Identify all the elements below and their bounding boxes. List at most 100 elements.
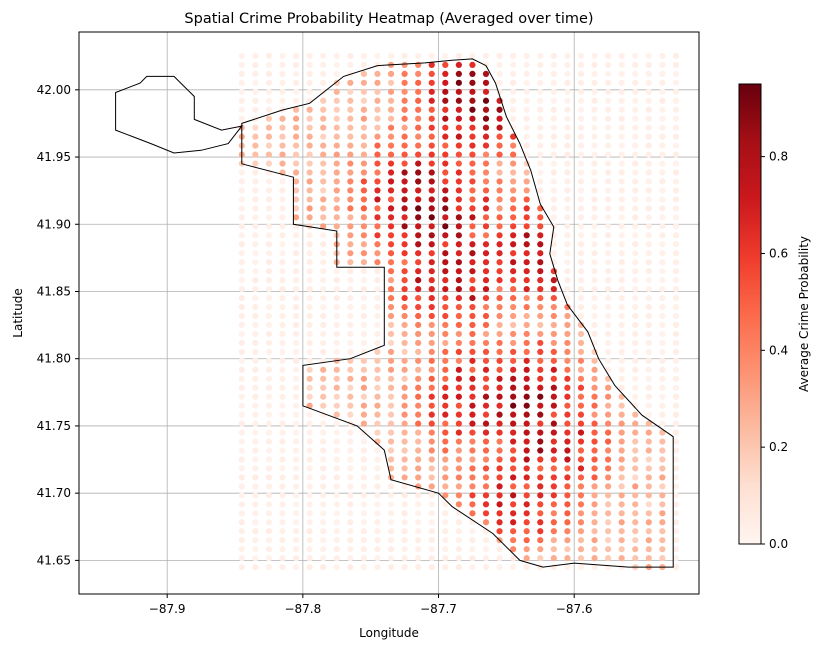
heatmap-point bbox=[496, 250, 503, 257]
heatmap-point bbox=[401, 456, 408, 463]
heatmap-point bbox=[523, 339, 530, 347]
heatmap-point bbox=[415, 411, 422, 418]
heatmap-point bbox=[523, 268, 530, 275]
heatmap-point bbox=[306, 465, 313, 472]
heatmap-point bbox=[618, 465, 625, 472]
heatmap-point bbox=[510, 259, 517, 266]
heatmap-point bbox=[279, 241, 286, 248]
heatmap-point bbox=[577, 259, 585, 266]
heatmap-point bbox=[605, 223, 612, 230]
heatmap-point bbox=[523, 420, 530, 427]
heatmap-point bbox=[577, 303, 585, 311]
city-boundary bbox=[241, 58, 674, 568]
heatmap-point bbox=[442, 169, 449, 176]
heatmap-point bbox=[632, 465, 639, 472]
heatmap-point bbox=[306, 555, 313, 562]
heatmap-point bbox=[401, 286, 408, 293]
heatmap-point bbox=[672, 241, 680, 248]
heatmap-point bbox=[238, 528, 245, 535]
heatmap-point bbox=[387, 447, 395, 454]
heatmap-point bbox=[645, 133, 652, 140]
heatmap-point bbox=[496, 277, 503, 284]
heatmap-point bbox=[306, 70, 313, 77]
heatmap-point bbox=[333, 277, 340, 284]
heatmap-point bbox=[428, 537, 435, 544]
heatmap-point bbox=[374, 321, 381, 329]
heatmap-point bbox=[645, 438, 652, 445]
heatmap-point bbox=[564, 214, 571, 221]
heatmap-point bbox=[279, 465, 286, 472]
heatmap-point bbox=[659, 61, 666, 69]
heatmap-point bbox=[455, 366, 462, 373]
heatmap-point bbox=[482, 474, 490, 481]
heatmap-point bbox=[618, 555, 625, 562]
heatmap-point bbox=[374, 447, 381, 454]
heatmap-point bbox=[265, 232, 273, 239]
heatmap-point bbox=[632, 52, 639, 60]
heatmap-point bbox=[320, 133, 327, 140]
heatmap-point bbox=[387, 97, 395, 104]
heatmap-point bbox=[401, 546, 408, 553]
heatmap-point bbox=[645, 375, 652, 382]
heatmap-point bbox=[523, 106, 530, 113]
heatmap-point bbox=[591, 178, 598, 185]
heatmap-point bbox=[645, 474, 652, 481]
heatmap-point bbox=[374, 366, 381, 373]
heatmap-point bbox=[360, 339, 367, 347]
heatmap-point bbox=[415, 106, 422, 113]
heatmap-point bbox=[320, 124, 327, 131]
heatmap-point bbox=[320, 312, 327, 320]
heatmap-point bbox=[645, 286, 652, 293]
heatmap-point bbox=[455, 321, 462, 329]
heatmap-point bbox=[320, 223, 327, 230]
heatmap-point bbox=[320, 214, 327, 221]
heatmap-point bbox=[550, 286, 557, 293]
heatmap-point bbox=[605, 61, 612, 69]
heatmap-point bbox=[238, 241, 245, 248]
heatmap-point bbox=[672, 52, 680, 60]
heatmap-point bbox=[279, 142, 286, 149]
heatmap-point bbox=[265, 546, 273, 553]
heatmap-point bbox=[577, 151, 585, 158]
heatmap-point bbox=[591, 115, 598, 122]
heatmap-point bbox=[605, 79, 612, 86]
heatmap-point bbox=[659, 115, 666, 122]
heatmap-point bbox=[659, 142, 666, 149]
heatmap-point bbox=[442, 70, 449, 77]
heatmap-point bbox=[550, 312, 557, 320]
heatmap-point bbox=[645, 303, 652, 311]
heatmap-point bbox=[238, 375, 245, 382]
heatmap-point bbox=[360, 501, 367, 508]
heatmap-point bbox=[618, 420, 625, 427]
heatmap-point bbox=[469, 348, 476, 355]
heatmap-point bbox=[442, 348, 449, 355]
heatmap-point bbox=[401, 88, 408, 95]
heatmap-point bbox=[455, 537, 462, 544]
heatmap-point bbox=[510, 474, 517, 481]
heatmap-point bbox=[415, 178, 422, 185]
heatmap-point bbox=[672, 223, 680, 230]
heatmap-point bbox=[510, 402, 517, 409]
heatmap-point bbox=[659, 537, 666, 544]
heatmap-point bbox=[618, 312, 625, 320]
heatmap-point bbox=[645, 250, 652, 257]
heatmap-point bbox=[333, 70, 340, 77]
heatmap-point bbox=[442, 277, 449, 284]
heatmap-point bbox=[292, 483, 300, 490]
heatmap-point bbox=[564, 88, 571, 95]
heatmap-point bbox=[645, 259, 652, 266]
heatmap-point bbox=[360, 70, 367, 77]
heatmap-point bbox=[320, 61, 327, 69]
heatmap-point bbox=[442, 187, 449, 194]
heatmap-point bbox=[442, 321, 449, 329]
heatmap-point bbox=[510, 393, 517, 400]
heatmap-point bbox=[537, 348, 544, 355]
heatmap-point bbox=[265, 294, 273, 302]
heatmap-point bbox=[632, 348, 639, 355]
heatmap-point bbox=[564, 474, 571, 481]
heatmap-point bbox=[577, 79, 585, 86]
heatmap-point bbox=[387, 456, 395, 463]
heatmap-point bbox=[320, 483, 327, 490]
heatmap-point bbox=[632, 528, 639, 535]
